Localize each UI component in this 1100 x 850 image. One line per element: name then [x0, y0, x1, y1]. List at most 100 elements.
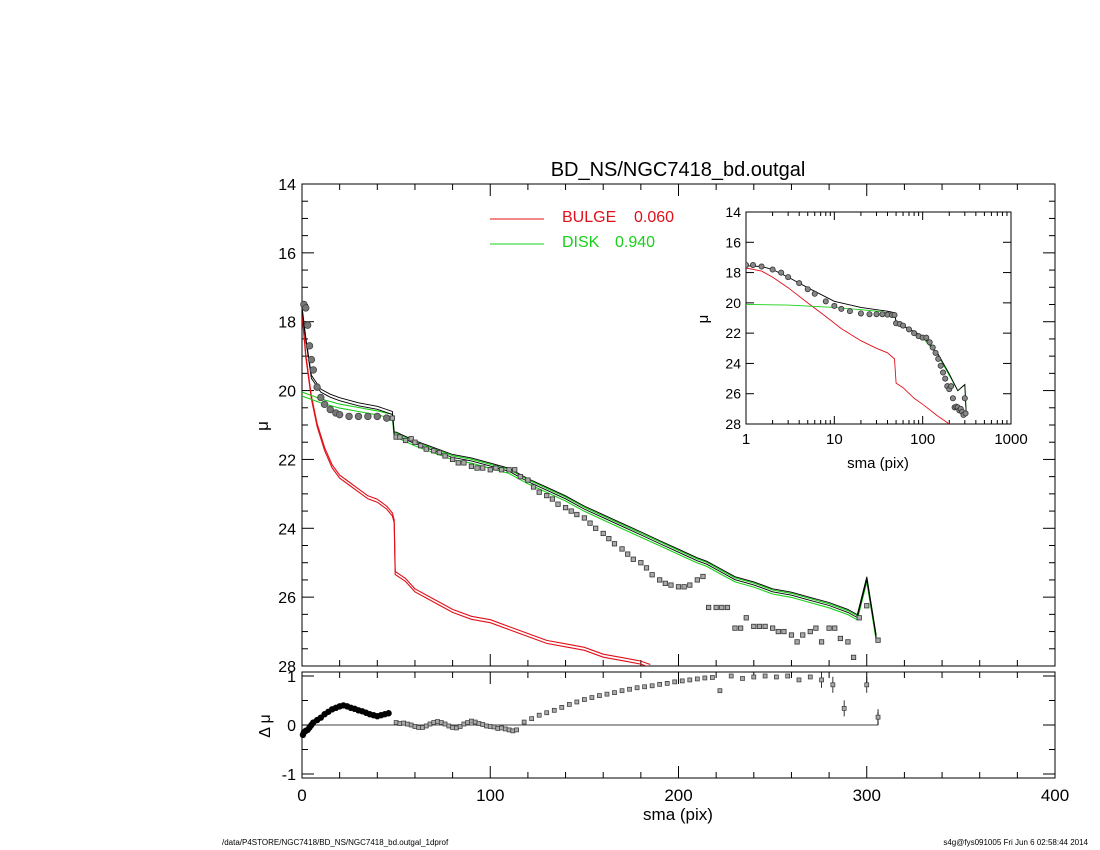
- residual-point: [393, 720, 399, 725]
- residual-point: [431, 720, 437, 725]
- inset-data-point: [838, 305, 845, 312]
- inset-ytick-label: 26: [725, 386, 741, 402]
- residual-point: [450, 725, 455, 730]
- inset-curves: [746, 261, 969, 424]
- data-point: [305, 342, 314, 350]
- inset-data-point: [937, 362, 944, 369]
- inset-data-point: [932, 349, 939, 356]
- legend-disk-name: DISK: [562, 234, 600, 251]
- data-point: [389, 415, 395, 421]
- residual-data-points: [299, 671, 881, 738]
- inset-data-point: [778, 269, 785, 276]
- data-point: [775, 628, 781, 635]
- residual-point: [612, 690, 617, 696]
- residual-point: [476, 721, 482, 726]
- data-point: [875, 637, 881, 643]
- inset-data-point: [911, 330, 918, 337]
- data-point: [864, 603, 870, 609]
- data-point: [743, 615, 749, 621]
- residual-point: [457, 724, 463, 729]
- inset-ytick-label: 20: [725, 295, 741, 311]
- residual-point: [472, 719, 478, 725]
- data-point: [662, 580, 668, 586]
- data-point: [397, 434, 403, 440]
- data-point: [694, 577, 700, 583]
- inset-ytick-label: 16: [725, 234, 741, 250]
- data-point: [474, 465, 480, 471]
- inset-data-point: [926, 339, 933, 346]
- x-tick-label: 200: [664, 786, 692, 805]
- residual-point: [536, 712, 542, 718]
- residual-point: [875, 714, 881, 720]
- data-point: [625, 551, 631, 557]
- data-point: [856, 615, 862, 621]
- data-point: [412, 439, 418, 445]
- data-point: [536, 489, 542, 495]
- main-plot-panel: 14 16 18 20 22 24 26 28 μ: [253, 177, 1056, 676]
- main-ytick-label: 24: [278, 521, 296, 538]
- residual-point: [687, 677, 693, 683]
- residual-point: [679, 678, 685, 684]
- residual-point: [582, 697, 587, 702]
- inset-data-point: [796, 280, 803, 287]
- main-ytick-label: 16: [278, 246, 296, 263]
- data-point: [738, 625, 744, 631]
- residual-point: [642, 684, 647, 690]
- residual-point: [657, 681, 663, 687]
- main-ytick-label: 26: [278, 590, 296, 607]
- data-point: [668, 582, 674, 588]
- residual-point: [506, 727, 512, 733]
- residual-point: [408, 722, 414, 728]
- main-ytick-label: 22: [278, 452, 296, 469]
- data-point: [756, 623, 763, 630]
- data-point: [770, 625, 776, 631]
- residual-point: [664, 680, 670, 686]
- inset-data-point: [905, 326, 912, 333]
- residual-point: [864, 682, 870, 688]
- inset-data-point: [940, 369, 947, 376]
- residual-point: [405, 721, 410, 727]
- residual-point: [589, 695, 595, 700]
- data-point: [619, 546, 625, 552]
- data-point: [832, 625, 838, 631]
- disk-curve: [302, 391, 877, 637]
- data-point: [600, 530, 606, 537]
- data-point: [813, 625, 819, 631]
- residual-point: [427, 721, 433, 727]
- residual-point: [544, 710, 550, 716]
- residual-point: [819, 677, 824, 683]
- residual-point: [830, 682, 836, 688]
- residual-point: [672, 679, 678, 685]
- data-point: [713, 604, 719, 611]
- inset-data-point: [948, 383, 955, 390]
- inset-data-point: [846, 308, 853, 315]
- inset-data-point: [749, 261, 756, 268]
- res-ytick-label: 0: [287, 718, 296, 735]
- legend-bulge-name: BULGE: [562, 209, 616, 226]
- data-point: [309, 366, 317, 374]
- inset-ytick-label: 18: [725, 265, 741, 281]
- x-tick-label: 400: [1041, 786, 1069, 805]
- residual-point: [480, 722, 486, 727]
- residual-point: [385, 710, 392, 717]
- data-point: [303, 321, 312, 329]
- main-curves: [302, 306, 877, 666]
- residual-point: [566, 702, 572, 707]
- data-point: [335, 410, 344, 419]
- residual-point: [469, 718, 474, 724]
- residual-point: [710, 675, 715, 680]
- main-title: BD_NS/NGC7418_bd.outgal: [551, 159, 806, 181]
- main-ytick-label: 14: [278, 177, 296, 194]
- data-point: [845, 639, 851, 645]
- data-point: [436, 449, 443, 456]
- inset-data-point: [962, 410, 969, 417]
- residual-point: [416, 725, 422, 730]
- residual-point: [740, 676, 745, 681]
- inset-data-point: [949, 395, 956, 402]
- data-point: [587, 520, 593, 526]
- residual-point: [559, 705, 565, 710]
- data-point: [630, 556, 636, 562]
- data-point: [643, 565, 650, 571]
- main-ytick-label: 28: [278, 659, 296, 676]
- residual-point: [785, 673, 791, 679]
